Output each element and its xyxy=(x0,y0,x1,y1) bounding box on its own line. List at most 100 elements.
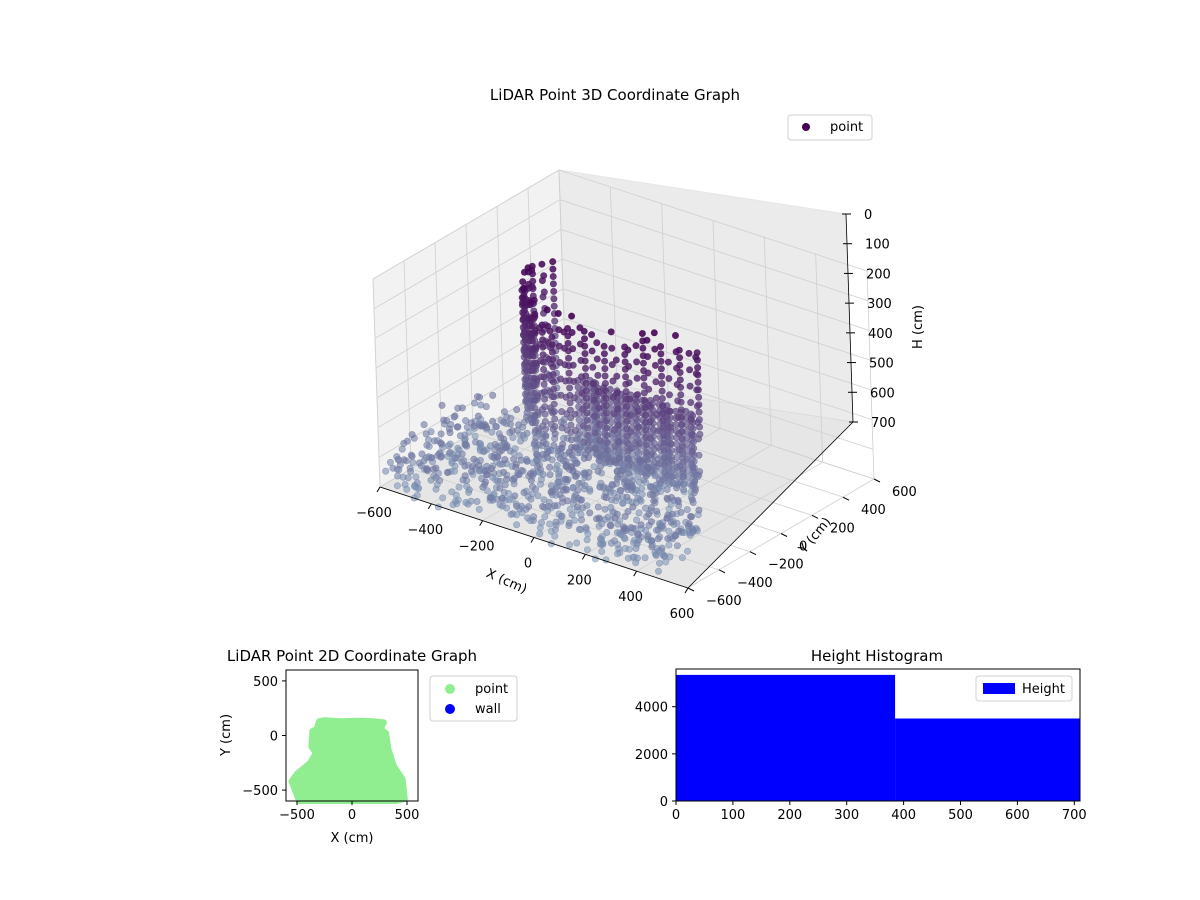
point-3d xyxy=(667,446,675,454)
point-3d xyxy=(583,536,591,544)
point-3d xyxy=(382,467,390,475)
point-3d xyxy=(541,417,549,425)
point-3d xyxy=(525,503,533,511)
histogram-bar xyxy=(676,674,896,801)
point-3d xyxy=(623,402,631,410)
grid-z xyxy=(375,258,871,369)
point-3d xyxy=(601,365,609,373)
point-3d xyxy=(467,467,475,475)
point-3d xyxy=(496,447,504,455)
point-3d xyxy=(470,455,478,463)
tick-label-x: 600 xyxy=(670,607,695,622)
tick-label-y: 400 xyxy=(861,503,886,518)
point-3d xyxy=(612,356,620,364)
point-3d xyxy=(423,441,431,449)
point-3d xyxy=(591,445,599,453)
point-3d xyxy=(659,424,667,432)
point-3d xyxy=(687,415,695,423)
legend-3d-label: point xyxy=(830,120,863,135)
point-3d xyxy=(473,497,481,505)
point-3d xyxy=(503,475,511,483)
point-3d xyxy=(539,343,547,351)
xlabel-3d: X (cm) xyxy=(484,566,529,597)
point-3d xyxy=(635,509,643,517)
tick-label-y: −600 xyxy=(706,594,742,609)
point-3d xyxy=(437,453,445,461)
tick-y xyxy=(811,514,819,519)
point-3d xyxy=(423,465,431,473)
point-3d xyxy=(543,306,551,314)
point-3d xyxy=(599,540,607,548)
point-3d xyxy=(584,439,592,447)
point-3d xyxy=(551,532,559,540)
point-3d xyxy=(521,380,529,388)
point-3d xyxy=(623,493,631,501)
point-3d xyxy=(605,484,613,492)
point-3d xyxy=(610,410,618,418)
point-3d xyxy=(564,324,572,332)
point-3d xyxy=(611,514,619,522)
point-3d xyxy=(594,503,602,511)
point-3d xyxy=(633,358,641,366)
point-3d xyxy=(488,428,496,436)
point-3d xyxy=(523,429,531,437)
point-3d xyxy=(677,391,685,399)
point-3d xyxy=(475,505,483,513)
point-3d xyxy=(673,380,681,388)
point-3d xyxy=(408,431,416,439)
tick-label-y-hist: 0 xyxy=(660,795,668,810)
point-3d xyxy=(652,378,660,386)
point-3d xyxy=(626,411,634,419)
point-3d xyxy=(627,444,635,452)
point-3d xyxy=(454,444,462,452)
point-3d xyxy=(602,494,610,502)
point-3d xyxy=(549,378,557,386)
point-3d xyxy=(479,483,487,491)
plot-3d: LiDAR Point 3D Coordinate Graph −600 −400… xyxy=(356,86,926,622)
point-3d xyxy=(522,397,530,405)
point-3d xyxy=(490,453,498,461)
point-3d xyxy=(654,526,662,534)
point-3d xyxy=(541,513,549,521)
point-3d xyxy=(552,484,560,492)
point-3d xyxy=(606,521,614,529)
point-3d xyxy=(683,547,691,555)
point-3d xyxy=(601,372,609,380)
point-3d xyxy=(644,369,652,377)
title-3d: LiDAR Point 3D Coordinate Graph xyxy=(490,86,740,104)
point-3d xyxy=(470,422,478,430)
bars-histogram xyxy=(676,674,1080,801)
point-3d xyxy=(638,484,646,492)
point-3d xyxy=(657,342,665,350)
point-3d xyxy=(588,347,596,355)
tick-label-z: 400 xyxy=(868,327,893,342)
tick-label-x: 400 xyxy=(618,590,643,605)
point-3d xyxy=(569,361,577,369)
title-2d: LiDAR Point 2D Coordinate Graph xyxy=(227,647,477,665)
point-3d xyxy=(632,544,640,552)
point-3d xyxy=(572,443,580,451)
point-3d xyxy=(549,280,557,288)
point-3d xyxy=(668,472,676,480)
point-3d xyxy=(675,430,683,438)
point-3d xyxy=(550,441,558,449)
point-3d xyxy=(420,421,428,429)
point-3d xyxy=(692,370,700,378)
point-3d xyxy=(549,265,557,273)
point-3d xyxy=(640,381,648,389)
point-3d xyxy=(540,380,548,388)
point-3d xyxy=(695,393,703,401)
point-3d xyxy=(568,312,576,320)
point-3d xyxy=(415,459,423,467)
point-3d xyxy=(616,470,624,478)
point-3d xyxy=(568,328,576,336)
point-3d xyxy=(616,454,624,462)
point-3d xyxy=(548,341,556,349)
point-3d xyxy=(551,422,559,430)
point-3d xyxy=(540,388,548,396)
point-3d xyxy=(580,327,588,335)
point-3d xyxy=(671,331,679,339)
tick-label-z: 0 xyxy=(864,208,872,223)
point-3d xyxy=(531,419,539,427)
